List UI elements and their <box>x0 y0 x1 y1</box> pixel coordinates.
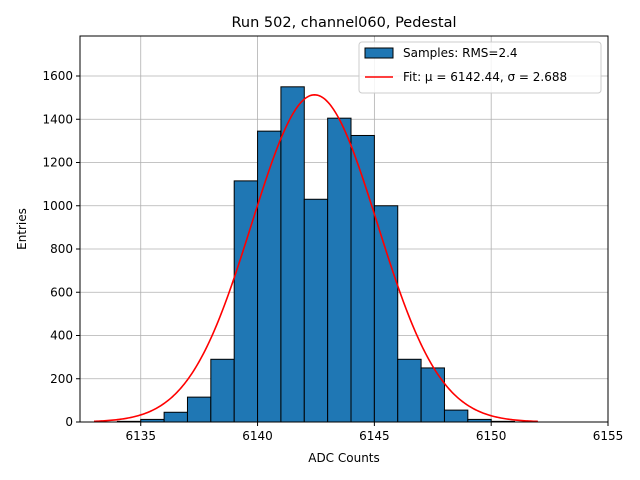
histogram-bar <box>420 367 445 423</box>
plot-frame <box>79 35 609 423</box>
y-tick-label: 0 <box>65 415 73 429</box>
histogram-bar <box>443 409 469 423</box>
fit-curve <box>93 94 538 423</box>
histogram-bar <box>327 117 352 423</box>
histogram-bar <box>186 396 212 423</box>
histogram-bar <box>163 411 188 423</box>
histogram-bar <box>397 358 422 423</box>
legend-box <box>358 41 602 94</box>
x-tick-label: 6155 <box>593 429 624 443</box>
histogram-bar <box>303 198 329 423</box>
x-tick-label: 6150 <box>476 429 507 443</box>
legend: Samples: RMS=2.4 Fit: μ = 6142.44, σ = 2… <box>358 41 602 94</box>
y-tick-label: 400 <box>50 329 73 343</box>
y-axis-label: Entries <box>15 208 29 250</box>
legend-label-samples: Samples: RMS=2.4 <box>403 46 518 60</box>
y-tick-label: 1600 <box>42 69 73 83</box>
histogram-bar <box>210 358 235 423</box>
histogram-bar <box>280 86 305 423</box>
x-axis: 6135 6140 6145 6150 6155 <box>125 422 623 443</box>
legend-patch-samples <box>364 47 394 59</box>
y-tick-label: 800 <box>50 242 73 256</box>
histogram-bars <box>116 86 516 423</box>
x-axis-label: ADC Counts <box>308 451 380 465</box>
y-tick-label: 200 <box>50 372 73 386</box>
y-axis: 0 200 400 600 800 1000 1200 1400 1600 <box>42 69 80 429</box>
y-tick-label: 1000 <box>42 199 73 213</box>
y-tick-label: 600 <box>50 285 73 299</box>
histogram-bar <box>257 130 282 423</box>
y-tick-label: 1200 <box>42 156 73 170</box>
legend-label-fit: Fit: μ = 6142.44, σ = 2.688 <box>403 70 567 84</box>
histogram-bar <box>373 205 399 423</box>
x-tick-label: 6145 <box>359 429 390 443</box>
x-tick-label: 6135 <box>125 429 156 443</box>
x-tick-label: 6140 <box>242 429 273 443</box>
chart-title: Run 502, channel060, Pedestal <box>231 15 456 31</box>
y-tick-label: 1400 <box>42 112 73 126</box>
